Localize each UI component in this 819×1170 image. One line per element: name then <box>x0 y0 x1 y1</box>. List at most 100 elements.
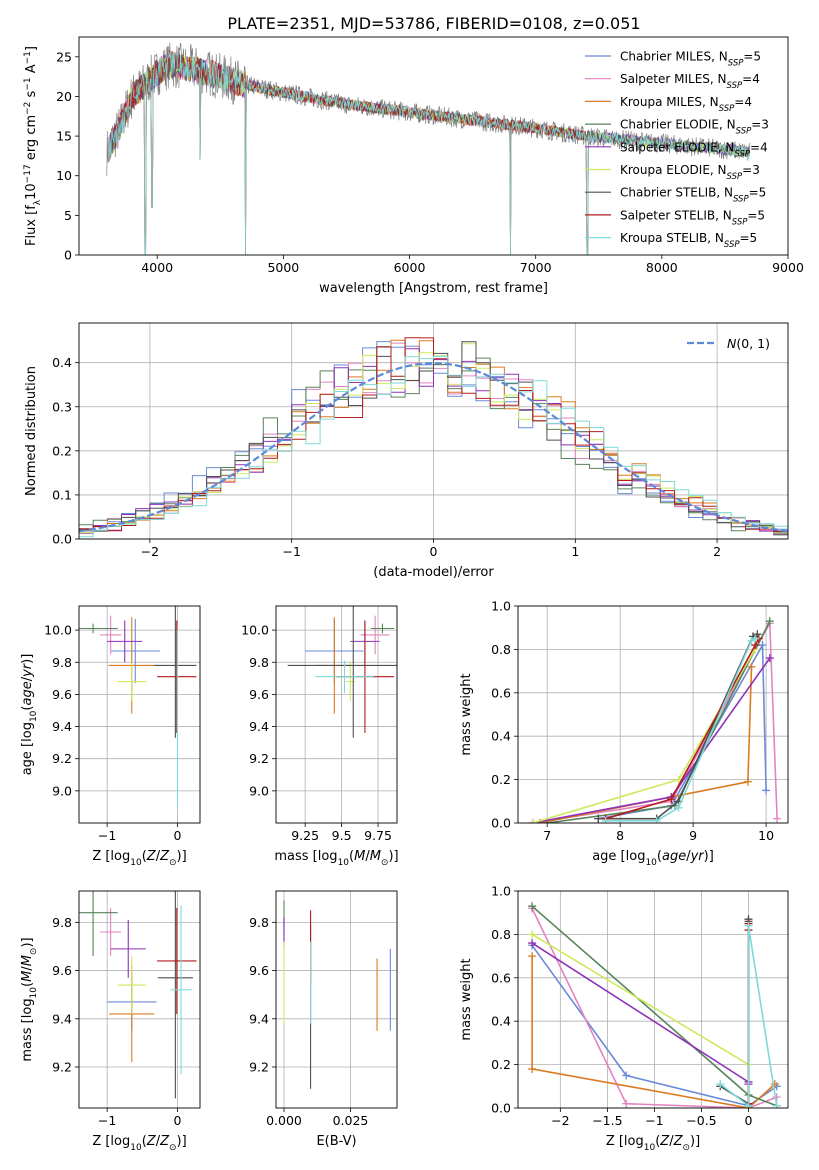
x-tick-label: 9.75 <box>364 828 392 843</box>
y-tick-label: 10.0 <box>44 623 72 638</box>
y-tick-label: 20 <box>56 89 72 104</box>
y-tick-label: 9.0 <box>249 783 269 798</box>
legend-entry: Kroupa MILES, NSSP=4 <box>620 95 752 114</box>
x-tick-label: −0.5 <box>686 1113 716 1128</box>
x-tick-label: 8 <box>616 828 624 843</box>
x-tick-label: 9000 <box>772 260 804 275</box>
series-marker <box>772 1093 781 1102</box>
y-tick-label: 0.2 <box>52 443 72 458</box>
legend-entry: Chabrier STELIB, NSSP=5 <box>620 186 766 205</box>
y-axis-label: Normed distribution <box>24 366 39 496</box>
x-tick-label: 0.025 <box>333 1113 369 1128</box>
y-tick-label: 0.8 <box>491 927 511 942</box>
y-tick-label: 0.0 <box>491 1101 511 1116</box>
series-marker <box>622 1099 631 1108</box>
legend-entry: Kroupa ELODIE, NSSP=3 <box>620 163 760 182</box>
plot-area <box>528 617 782 823</box>
axes-frame <box>78 322 789 540</box>
legend-entry: Kroupa STELIB, NSSP=5 <box>620 231 757 250</box>
y-tick-label: 9.8 <box>52 655 72 670</box>
y-tick-label: 0.0 <box>52 532 72 547</box>
legend-entry: N(0, 1) <box>727 336 770 351</box>
y-tick-label: 9.6 <box>249 687 269 702</box>
x-tick-label: 5000 <box>267 260 299 275</box>
x-axis-label: Z [log10(Z/Z⊙)] <box>606 1134 700 1153</box>
y-tick-label: 9.8 <box>249 655 269 670</box>
plot-area <box>283 900 391 1089</box>
x-tick-label: 7 <box>543 828 551 843</box>
series-marker <box>528 902 537 911</box>
y-tick-label: 9.8 <box>52 915 72 930</box>
series-marker <box>601 816 610 823</box>
series-marker <box>667 795 676 804</box>
x-tick-label: 0 <box>174 1113 182 1128</box>
y-tick-label: 9.4 <box>52 1011 72 1026</box>
x-axis-label: wavelength [Angstrom, rest frame] <box>319 281 548 296</box>
panel-mass_vs_ebv: 0.000 0.025 9.2 9.4 9.6 9.8 E(B-V) <box>249 890 398 1149</box>
axes-frame <box>517 605 789 824</box>
y-tick-label: 0.8 <box>491 642 511 657</box>
x-axis-label: age [log10(age/yr)] <box>592 849 714 868</box>
series-marker <box>528 819 537 823</box>
chart-panels: 4000 5000 6000 7000 8000 90000510152025wavele… <box>20 36 804 1153</box>
y-axis-label: age [log10(age/yr)] <box>20 654 39 776</box>
y-tick-label: 10 <box>56 168 72 183</box>
plot-area <box>79 337 788 538</box>
series-marker <box>622 1071 631 1080</box>
series-line-kroupa-stelib <box>719 925 778 1108</box>
x-tick-label: 0.000 <box>266 1113 302 1128</box>
y-tick-label: 9.4 <box>52 719 72 734</box>
y-tick-label: 9.4 <box>249 719 269 734</box>
plot-area <box>287 606 397 738</box>
series-marker <box>753 630 762 639</box>
y-tick-label: 15 <box>56 129 72 144</box>
series-marker <box>528 952 537 961</box>
x-tick-label: 4000 <box>141 260 173 275</box>
legend: N(0, 1) <box>687 336 770 351</box>
spectrum-model-chabrier-stelib <box>108 52 750 162</box>
legend-entry: Salpeter ELODIE, NSSP=4 <box>620 140 768 159</box>
x-tick-label: 0 <box>745 1113 753 1128</box>
y-tick-label: 0.2 <box>491 1057 511 1072</box>
x-tick-label: −1.5 <box>592 1113 622 1128</box>
axes-frame <box>78 36 789 256</box>
plot-area <box>79 891 197 1099</box>
series-marker <box>770 1080 779 1089</box>
series-marker <box>652 816 661 823</box>
y-tick-label: 9.6 <box>249 963 269 978</box>
panel-mass_vs_Z: −1 0 9.2 9.4 9.6 9.8 Z [log10(Z/Z⊙)] mass [log1… <box>20 890 201 1153</box>
legend-entry: Chabrier ELODIE, NSSP=3 <box>620 118 769 137</box>
axes-frame <box>275 605 398 824</box>
series-marker <box>747 662 756 671</box>
x-tick-label: −1 <box>645 1113 663 1128</box>
series-line-salpeter-elodie <box>531 942 750 1085</box>
panel-residual_hist: −2 −1 0 1 2 0.0 0.1 0.2 0.3 0.4 (data-model)/error… <box>24 322 789 580</box>
axes-frame <box>275 890 398 1109</box>
x-axis-label: Z [log10(Z/Z⊙)] <box>92 849 186 868</box>
series-marker <box>528 1064 537 1073</box>
series-line-chabrier-elodie <box>547 620 771 823</box>
panel-weight_vs_age: 7 8 9 10 0.0 0.2 0.4 0.6 0.8 1.0 age [log10(age/yr… <box>459 599 789 868</box>
x-tick-label: 0 <box>174 828 182 843</box>
y-tick-label: 9.2 <box>52 1060 72 1075</box>
x-axis-label: E(B-V) <box>316 1134 356 1149</box>
x-tick-label: 6000 <box>394 260 426 275</box>
y-axis-label: Flux [fλ10−17 erg cm−2 s−1 A−1] <box>23 46 43 246</box>
panel-spectrum: 4000 5000 6000 7000 8000 9000 0 5 10 15 20 25 wavele… <box>23 36 804 296</box>
series-marker <box>765 617 774 626</box>
series-marker <box>594 814 603 823</box>
series-line-salpeter-miles <box>531 908 777 1108</box>
y-tick-label: 0.3 <box>52 399 72 414</box>
y-tick-label: 9.2 <box>52 751 72 766</box>
y-tick-label: 0 <box>64 248 72 263</box>
spectrum-model-kroupa-stelib <box>108 51 750 255</box>
series-marker <box>762 786 771 795</box>
hist-kroupa-stelib <box>79 355 788 538</box>
y-tick-label: 10.0 <box>241 623 269 638</box>
y-tick-label: 0.0 <box>491 816 511 831</box>
y-tick-label: 0.4 <box>491 1014 511 1029</box>
x-tick-label: 1 <box>571 544 579 559</box>
x-tick-label: −1 <box>98 828 116 843</box>
spectrum-model-salpeter-stelib <box>108 49 589 255</box>
